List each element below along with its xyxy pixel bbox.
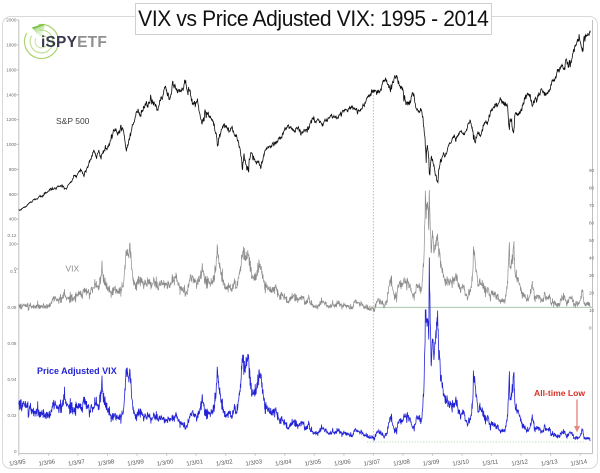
svg-text:1600: 1600 [6, 67, 17, 72]
svg-text:90: 90 [589, 168, 595, 173]
svg-text:1/3/09: 1/3/09 [422, 459, 440, 467]
svg-text:1/3/11: 1/3/11 [482, 459, 500, 467]
svg-text:1/3/14: 1/3/14 [570, 459, 588, 467]
svg-text:1/3/03: 1/3/03 [245, 459, 263, 467]
svg-text:1/3/01: 1/3/01 [186, 459, 204, 467]
svg-text:1/3/05: 1/3/05 [304, 459, 322, 467]
svg-text:400: 400 [9, 217, 17, 222]
svg-text:800: 800 [9, 167, 17, 172]
svg-text:40: 40 [589, 256, 595, 261]
svg-text:1/3/07: 1/3/07 [363, 459, 381, 467]
svg-text:1/3/95: 1/3/95 [9, 459, 27, 467]
svg-text:0.12: 0.12 [8, 233, 17, 238]
svg-text:20: 20 [589, 291, 595, 296]
svg-text:0.08: 0.08 [8, 305, 17, 310]
svg-text:1200: 1200 [6, 117, 17, 122]
svg-text:0: 0 [14, 449, 17, 454]
svg-text:0.06: 0.06 [8, 341, 17, 346]
svg-text:10: 10 [589, 308, 595, 313]
svg-text:iSPYETF: iSPYETF [41, 34, 107, 51]
svg-text:0.02: 0.02 [8, 413, 17, 418]
svg-text:1/3/12: 1/3/12 [511, 459, 529, 467]
svg-text:50: 50 [589, 238, 595, 243]
svg-text:30: 30 [589, 273, 595, 278]
svg-text:1/3/02: 1/3/02 [216, 459, 234, 467]
svg-text:Price Adjusted VIX: Price Adjusted VIX [37, 366, 117, 376]
svg-text:1/3/10: 1/3/10 [452, 459, 470, 467]
svg-text:600: 600 [9, 192, 17, 197]
svg-text:1/3/08: 1/3/08 [393, 459, 411, 467]
svg-text:1/3/04: 1/3/04 [275, 459, 293, 467]
svg-text:1/3/96: 1/3/96 [38, 459, 56, 467]
svg-text:0.04: 0.04 [8, 377, 17, 382]
svg-text:1800: 1800 [6, 43, 17, 48]
svg-text:70: 70 [589, 203, 595, 208]
svg-text:0: 0 [14, 267, 17, 272]
svg-text:80: 80 [589, 186, 595, 191]
svg-text:1/3/97: 1/3/97 [68, 459, 86, 467]
svg-text:200: 200 [9, 242, 17, 247]
svg-text:VIX: VIX [66, 264, 80, 274]
svg-text:1/3/13: 1/3/13 [541, 459, 559, 467]
svg-text:2000: 2000 [6, 18, 17, 23]
svg-text:All-time Low: All-time Low [534, 388, 585, 398]
svg-text:1000: 1000 [6, 142, 17, 147]
svg-text:1/3/99: 1/3/99 [127, 459, 145, 467]
svg-text:1/3/06: 1/3/06 [334, 459, 352, 467]
svg-text:S&P 500: S&P 500 [56, 116, 90, 126]
svg-text:1/3/98: 1/3/98 [97, 459, 115, 467]
svg-text:60: 60 [589, 221, 595, 226]
svg-text:0: 0 [589, 326, 592, 331]
svg-text:0.1: 0.1 [10, 269, 17, 274]
svg-text:1400: 1400 [6, 92, 17, 97]
svg-text:1/3/00: 1/3/00 [157, 459, 175, 467]
